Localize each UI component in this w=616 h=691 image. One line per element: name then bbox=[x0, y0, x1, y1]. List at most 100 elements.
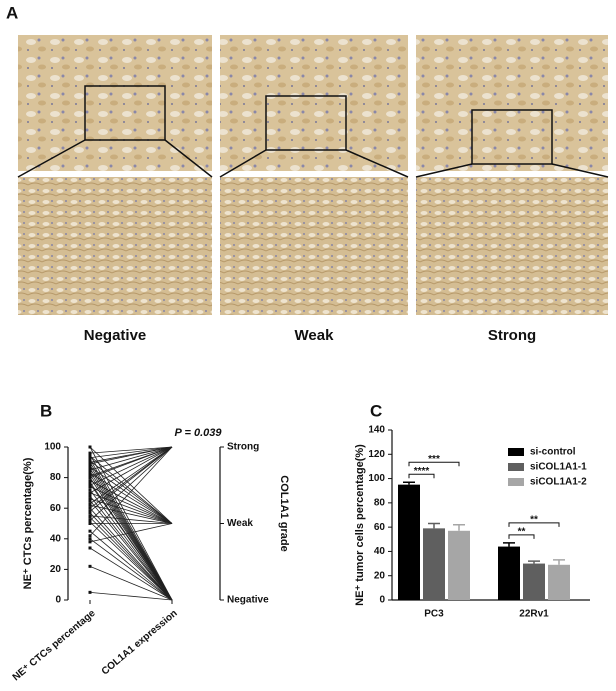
point bbox=[88, 564, 92, 568]
panel-label: A bbox=[6, 3, 18, 22]
y-tick-label: 120 bbox=[368, 449, 385, 460]
point bbox=[88, 502, 92, 506]
point bbox=[88, 468, 92, 472]
pair-line bbox=[89, 446, 173, 454]
point bbox=[88, 482, 92, 486]
y-tick-label: 0 bbox=[379, 595, 385, 606]
y-tick-label: 20 bbox=[374, 570, 386, 581]
caption: Weak bbox=[295, 327, 335, 344]
point bbox=[88, 456, 92, 460]
pair-line bbox=[89, 455, 173, 524]
y-tick-label: 20 bbox=[50, 564, 62, 575]
y-tick-label: 60 bbox=[50, 503, 62, 514]
error-bar bbox=[453, 523, 465, 531]
point bbox=[88, 520, 92, 524]
legend-swatch bbox=[508, 448, 524, 456]
point bbox=[88, 518, 92, 522]
y2-label: COL1A1 grade bbox=[278, 475, 290, 551]
point bbox=[88, 460, 92, 464]
point bbox=[88, 471, 92, 475]
point bbox=[88, 540, 92, 544]
point bbox=[88, 511, 92, 515]
pair-line bbox=[89, 495, 173, 601]
point bbox=[88, 457, 92, 461]
image-high bbox=[18, 177, 212, 315]
y-tick-label: 100 bbox=[368, 473, 385, 484]
point bbox=[88, 466, 92, 470]
point bbox=[88, 454, 92, 458]
y-label: NE⁺ tumor cells percentage(%) bbox=[354, 444, 366, 606]
point bbox=[88, 451, 92, 455]
point bbox=[88, 506, 92, 510]
pair-line bbox=[89, 446, 173, 537]
point bbox=[88, 534, 92, 538]
sig-label: **** bbox=[414, 466, 430, 477]
point bbox=[88, 480, 92, 484]
pair-line bbox=[89, 515, 173, 524]
point bbox=[88, 479, 92, 483]
sig-bracket bbox=[508, 534, 535, 539]
point bbox=[88, 514, 92, 518]
bar bbox=[448, 530, 470, 600]
y-tick-label: 0 bbox=[55, 595, 61, 606]
pair-line bbox=[89, 446, 173, 521]
point bbox=[88, 497, 92, 501]
point bbox=[88, 529, 92, 533]
error-bar bbox=[503, 542, 515, 547]
point bbox=[88, 515, 92, 519]
pair-line bbox=[89, 446, 173, 509]
y-tick-label: 80 bbox=[50, 472, 62, 483]
image-low bbox=[416, 35, 608, 171]
y-tick-label: 100 bbox=[44, 442, 61, 453]
error-bar bbox=[553, 559, 565, 565]
sig-label: ** bbox=[530, 515, 538, 526]
y-tick-label: 80 bbox=[374, 497, 386, 508]
legend-swatch bbox=[508, 478, 524, 486]
sig-bracket bbox=[408, 473, 435, 479]
caption: Strong bbox=[488, 327, 536, 344]
bar bbox=[498, 546, 520, 600]
pair-line bbox=[89, 565, 173, 601]
y2-tick-label: Strong bbox=[227, 442, 259, 453]
error-bar bbox=[403, 481, 415, 485]
point bbox=[88, 469, 92, 473]
point bbox=[88, 537, 92, 541]
legend-label: si-control bbox=[530, 447, 576, 458]
pair-line bbox=[89, 530, 173, 601]
point bbox=[88, 465, 92, 469]
x-tick-label: NE⁺ CTCs percentage bbox=[11, 608, 98, 684]
pair-line bbox=[89, 472, 173, 524]
image-high bbox=[220, 177, 408, 315]
pair-line bbox=[89, 446, 173, 486]
panel-label: C bbox=[370, 401, 382, 420]
histology bbox=[17, 35, 609, 315]
bar bbox=[398, 484, 420, 600]
pair-line bbox=[89, 512, 173, 601]
point bbox=[88, 473, 92, 477]
pair-line bbox=[89, 466, 173, 524]
point bbox=[88, 462, 92, 466]
point bbox=[88, 463, 92, 467]
point bbox=[88, 503, 92, 507]
pair-line bbox=[89, 446, 173, 512]
pair-line bbox=[89, 446, 173, 494]
y2-tick-label: Negative bbox=[227, 595, 269, 606]
point bbox=[88, 522, 92, 525]
pair-line bbox=[89, 523, 173, 543]
error-bar bbox=[528, 560, 540, 564]
pair-line bbox=[89, 480, 173, 524]
point bbox=[88, 509, 92, 513]
point bbox=[88, 494, 92, 498]
x-tick-label: 22Rv1 bbox=[519, 609, 549, 620]
pair-line bbox=[89, 446, 173, 471]
pair-line bbox=[89, 547, 173, 601]
bar bbox=[423, 528, 445, 600]
point bbox=[88, 491, 92, 495]
point bbox=[88, 453, 92, 457]
pair-line bbox=[89, 486, 173, 524]
point bbox=[88, 445, 92, 449]
legend-swatch bbox=[508, 463, 524, 471]
pair-line bbox=[89, 521, 173, 601]
point bbox=[88, 476, 92, 480]
